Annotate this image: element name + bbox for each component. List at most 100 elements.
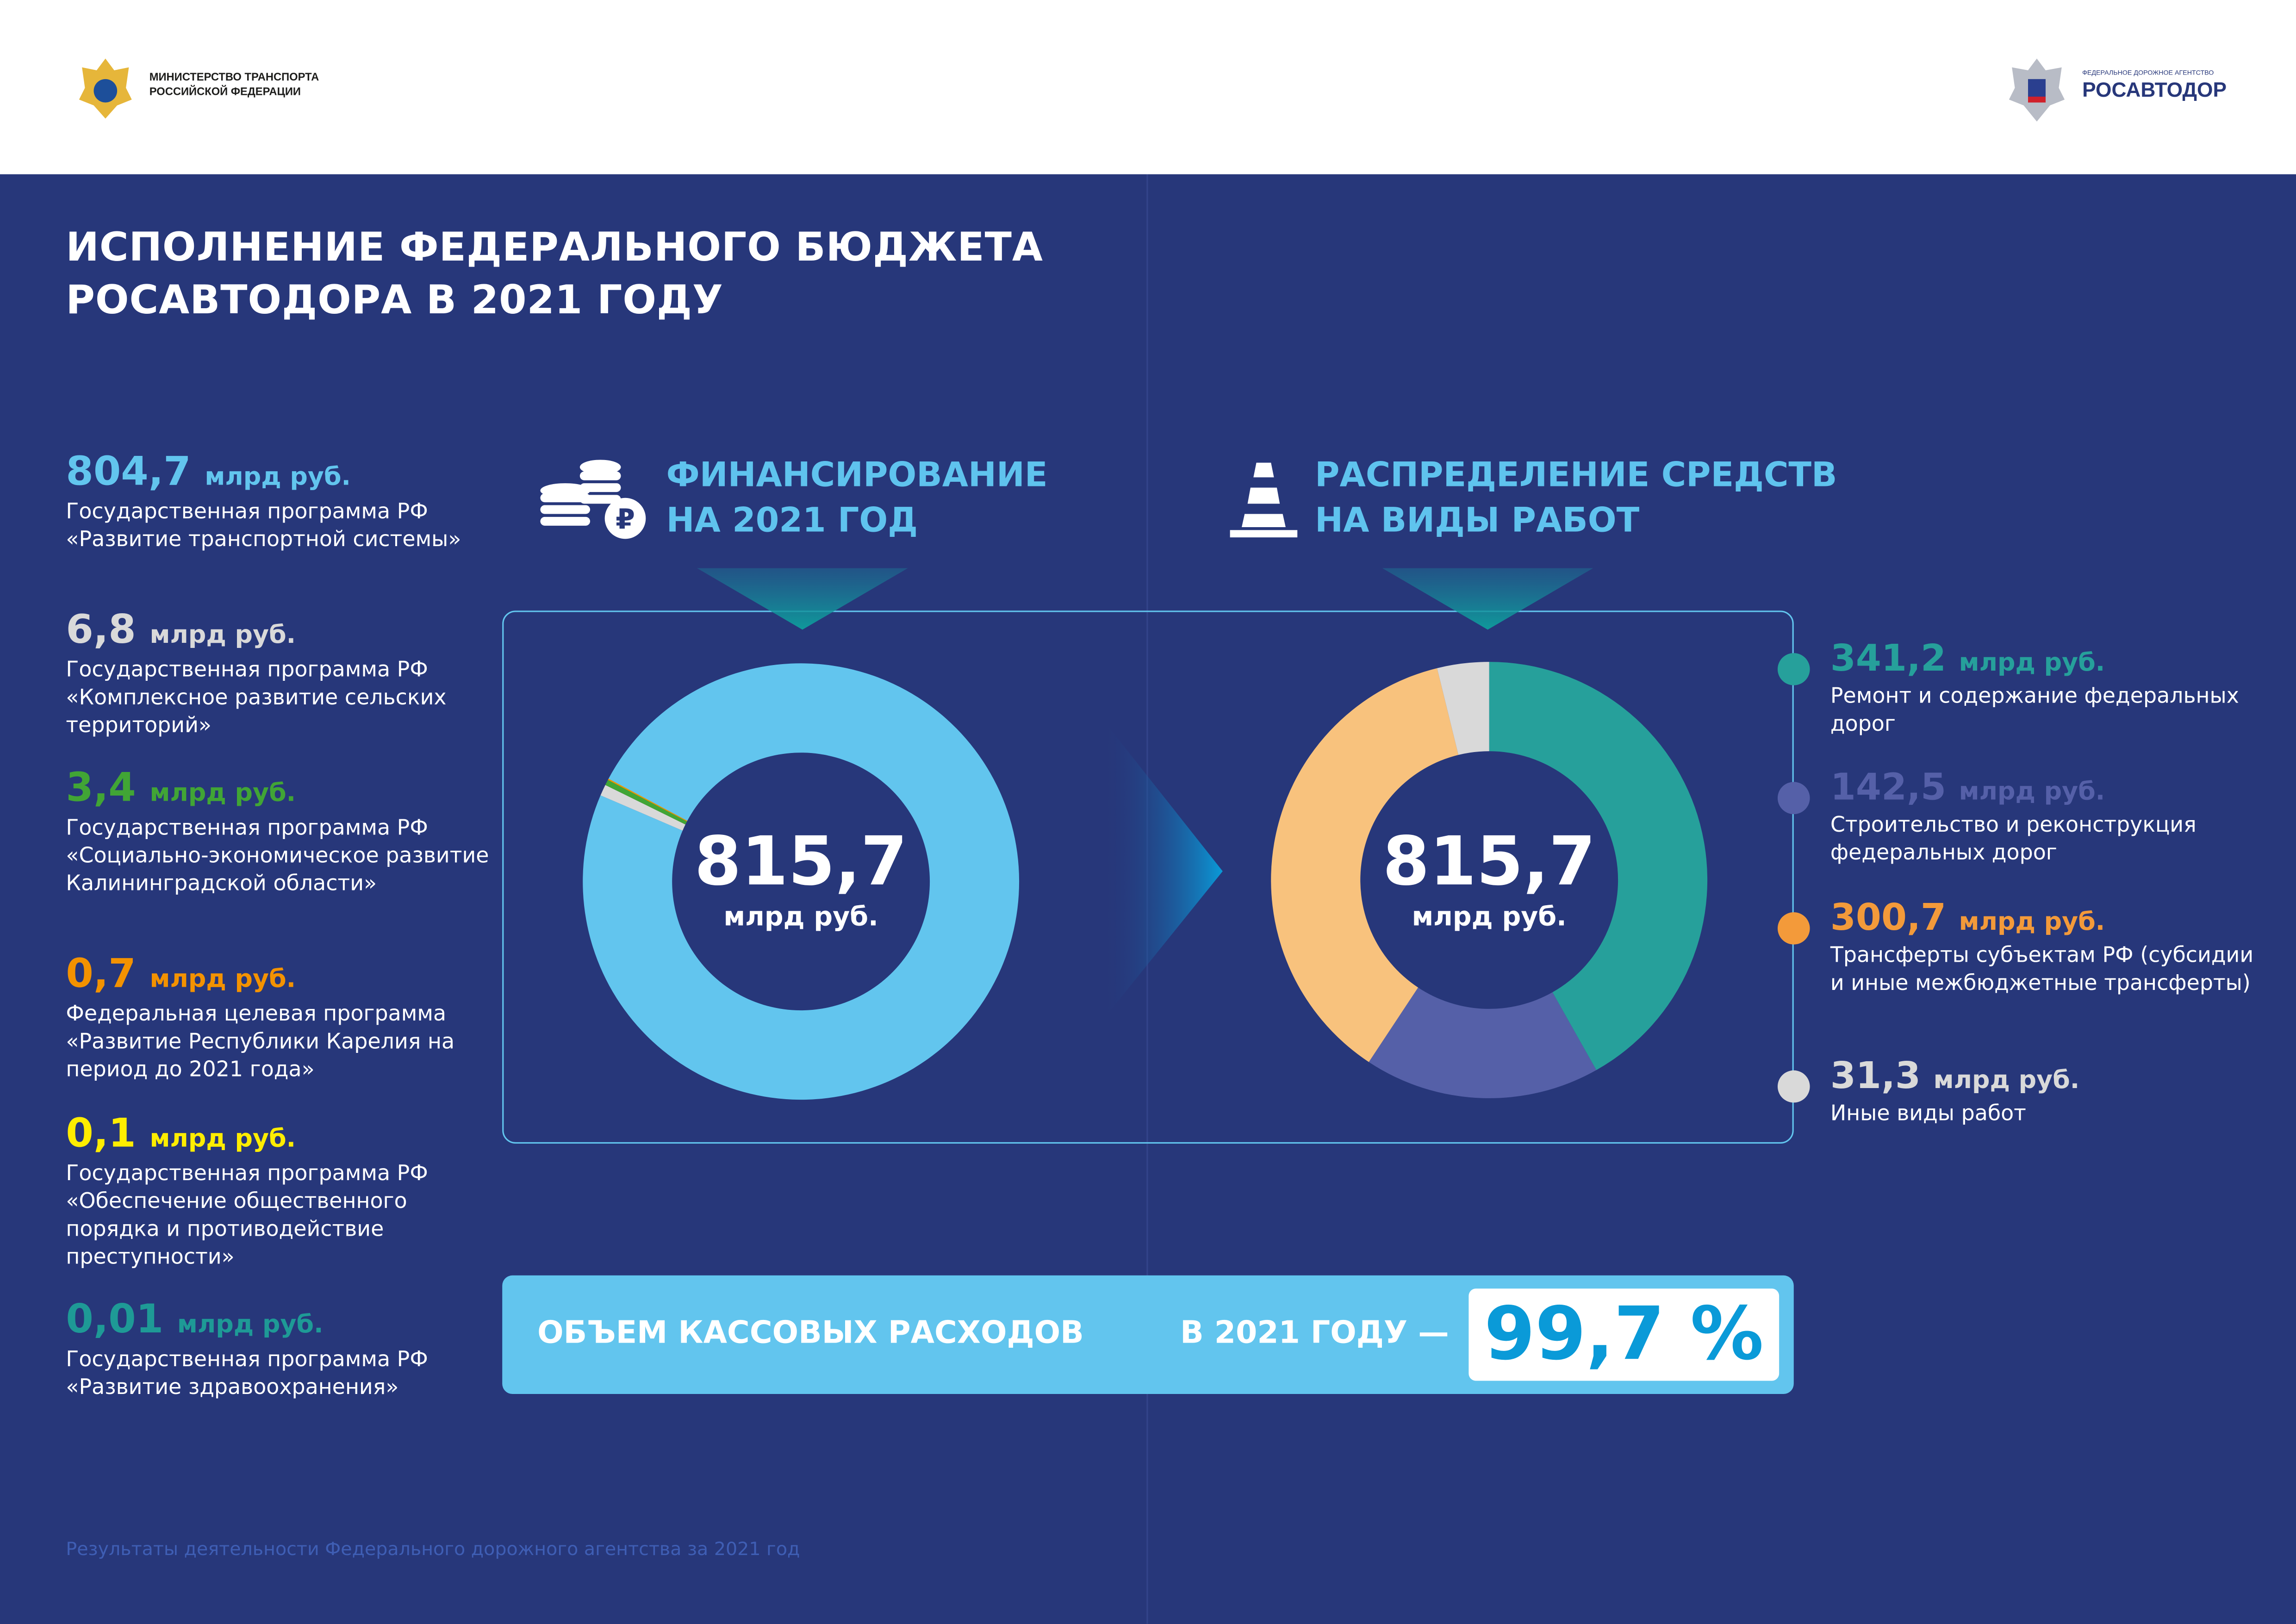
execution-percent: 99,7 % (1468, 1288, 1780, 1381)
funding-title: ФИНАНСИРОВАНИЕ НА 2021 ГОД (666, 454, 1048, 545)
legend-item: 31,3 млрд руб. Иные виды работ (1830, 1054, 2270, 1129)
charts-frame (502, 610, 1794, 1144)
program-amount: 6,8 млрд руб. (66, 609, 491, 657)
legend-item: 142,5 млрд руб. Строительство и реконстру… (1830, 765, 2270, 868)
work-description: Трансферты субъектам РФ (субсидии и иные… (1830, 944, 2254, 996)
distribution-title: РАСПРЕДЕЛЕНИЕ СРЕДСТВ НА ВИДЫ РАБОТ (1315, 454, 1837, 545)
donut-slice (608, 778, 687, 821)
program-unit: млрд руб. (205, 462, 351, 492)
work-description: Ремонт и содержание федеральных дорог (1830, 685, 2239, 737)
program-item: 804,7 млрд руб. Государственная программа… (66, 449, 491, 555)
legend-dot (1777, 912, 1810, 945)
donut-slice (605, 780, 687, 825)
traffic-cone-icon (1230, 462, 1298, 538)
distribution-title-line1: РАСПРЕДЕЛЕНИЕ СРЕДСТВ (1315, 457, 1837, 495)
page-title: ИСПОЛНЕНИЕ ФЕДЕРАЛЬНОГО БЮДЖЕТА РОСАВТОД… (66, 223, 1043, 328)
work-amount: 142,5 млрд руб. (1830, 765, 2270, 813)
program-description: Государственная программа РФ «Развитие т… (66, 501, 461, 552)
coins-ruble-icon: ₽ (540, 460, 646, 539)
funding-total: 815,7 (694, 821, 908, 901)
program-amount: 3,4 млрд руб. (66, 765, 491, 815)
work-value: 31,3 (1830, 1054, 1921, 1097)
banner-year: В 2021 ГОДУ — (1180, 1315, 1449, 1350)
donut-slice (608, 778, 688, 821)
work-unit: млрд руб. (1959, 778, 2105, 807)
banner-label: ОБЪЕМ КАССОВЫХ РАСХОДОВ (537, 1315, 1084, 1350)
funding-title-line2: НА 2021 ГОД (666, 502, 918, 541)
donut-slice (1437, 662, 1489, 755)
program-description: Федеральная целевая программа «Развитие … (66, 1003, 455, 1083)
program-value: 3,4 (66, 765, 136, 811)
program-amount: 0,1 млрд руб. (66, 1111, 491, 1161)
legend-item: 341,2 млрд руб. Ремонт и содержание федер… (1830, 638, 2270, 739)
legend-dot (1777, 782, 1810, 815)
program-item: 3,4 млрд руб. Государственная программа Р… (66, 765, 491, 899)
title-line2: РОСАВТОДОРА В 2021 ГОДУ (66, 278, 723, 324)
funding-total-unit: млрд руб. (723, 902, 878, 933)
program-amount: 0,01 млрд руб. (66, 1297, 491, 1347)
work-unit: млрд руб. (1959, 908, 2105, 937)
work-amount: 300,7 млрд руб. (1830, 897, 2270, 943)
program-description: Государственная программа РФ «Обеспечени… (66, 1163, 428, 1270)
ministry-emblem-icon (79, 58, 132, 119)
ministry-line2: РОССИЙСКОЙ ФЕДЕРАЦИИ (149, 85, 301, 98)
program-description: Государственная программа РФ «Социально-… (66, 817, 489, 896)
program-amount: 804,7 млрд руб. (66, 449, 491, 499)
legend-dot (1777, 653, 1810, 685)
donut-slice (600, 785, 685, 831)
program-description: Государственная программа РФ «Развитие з… (66, 1348, 428, 1400)
funding-title-line1: ФИНАНСИРОВАНИЕ (666, 457, 1048, 495)
distribution-donut (1271, 662, 1708, 1098)
program-unit: млрд руб. (149, 965, 296, 995)
program-item: 0,01 млрд руб. Государственная программа … (66, 1297, 491, 1403)
program-value: 6,8 (66, 608, 136, 653)
program-unit: млрд руб. (149, 779, 296, 809)
work-unit: млрд руб. (1933, 1066, 2080, 1095)
header: МИНИСТЕРСТВО ТРАНСПОРТА РОССИЙСКОЙ ФЕДЕР… (0, 0, 2296, 174)
program-value: 0,01 (66, 1297, 164, 1343)
donut-slice (1489, 662, 1708, 1070)
work-description: Строительство и реконструкция федеральны… (1830, 814, 2196, 865)
distribution-title-line2: НА ВИДЫ РАБОТ (1315, 502, 1640, 541)
donut-slice (583, 663, 1020, 1100)
work-amount: 31,3 млрд руб. (1830, 1054, 2270, 1101)
program-value: 0,7 (66, 952, 136, 997)
program-value: 804,7 (66, 449, 191, 495)
program-unit: млрд руб. (149, 1124, 296, 1154)
legend-item: 300,7 млрд руб. Трансферты субъектам РФ (… (1830, 897, 2270, 998)
program-item: 0,7 млрд руб. Федеральная целевая програм… (66, 952, 491, 1085)
funding-donut (583, 663, 1020, 1100)
distribution-total: 815,7 (1382, 821, 1596, 901)
agency-subtitle: ФЕДЕРАЛЬНОЕ ДОРОЖНОЕ АГЕНТСТВО (2082, 68, 2214, 76)
title-line1: ИСПОЛНЕНИЕ ФЕДЕРАЛЬНОГО БЮДЖЕТА (66, 225, 1043, 271)
work-value: 341,2 (1830, 637, 1947, 680)
donut-slice (1271, 668, 1459, 1062)
svg-text:₽: ₽ (616, 503, 635, 535)
legend-dot (1777, 1070, 1810, 1103)
ministry-line1: МИНИСТЕРСТВО ТРАНСПОРТА (149, 70, 319, 84)
footer-caption: Результаты деятельности Федерального дор… (66, 1537, 800, 1560)
ministry-name: МИНИСТЕРСТВО ТРАНСПОРТА РОССИЙСКОЙ ФЕДЕР… (149, 70, 319, 100)
program-description: Государственная программа РФ «Комплексно… (66, 659, 447, 738)
agency-name: РОСАВТОДОР (2082, 77, 2227, 101)
work-description: Иные виды работ (1830, 1102, 2026, 1126)
program-unit: млрд руб. (149, 621, 296, 650)
distribution-total-unit: млрд руб. (1412, 902, 1567, 933)
work-value: 300,7 (1830, 896, 1947, 939)
program-unit: млрд руб. (177, 1310, 324, 1340)
donut-slice (608, 778, 688, 821)
work-unit: млрд руб. (1959, 648, 2105, 678)
work-value: 142,5 (1830, 765, 1947, 809)
flow-arrow-icon (1101, 717, 1223, 1022)
donut-slice (1369, 987, 1597, 1098)
cash-expenses-banner: ОБЪЕМ КАССОВЫХ РАСХОДОВ В 2021 ГОДУ — 99… (502, 1275, 1794, 1394)
work-amount: 341,2 млрд руб. (1830, 638, 2270, 684)
program-amount: 0,7 млрд руб. (66, 952, 491, 1002)
program-value: 0,1 (66, 1111, 136, 1157)
rosavtodor-emblem-icon (2009, 58, 2065, 122)
distribution-pointer (1382, 568, 1593, 630)
program-item: 0,1 млрд руб. Государственная программа Р… (66, 1111, 491, 1273)
funding-pointer (697, 568, 908, 630)
